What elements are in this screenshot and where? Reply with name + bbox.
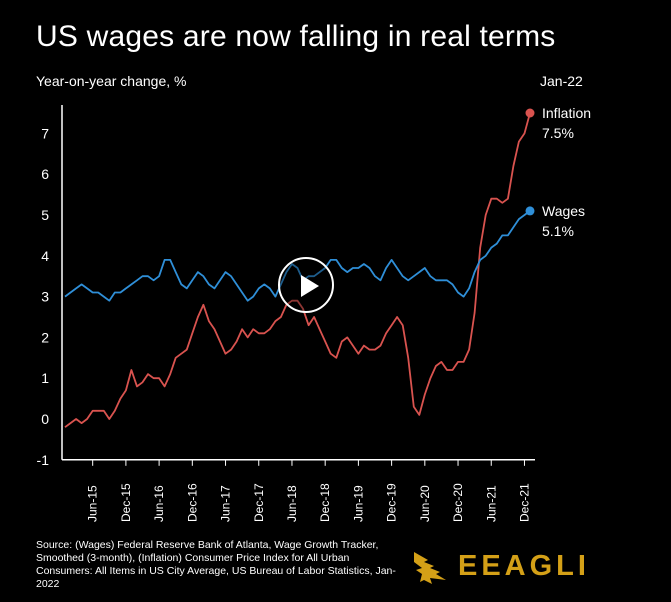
brand-name: EEAGLI xyxy=(458,549,590,582)
x-tick-label: Dec-20 xyxy=(451,483,465,522)
x-tick-label: Jun-17 xyxy=(219,485,233,522)
series-end-value-inflation: 7.5% xyxy=(542,125,574,141)
x-tick-label: Dec-21 xyxy=(517,483,531,522)
series-end-marker-inflation xyxy=(525,108,535,118)
y-tick-label: 1 xyxy=(41,370,49,386)
y-tick-label: -1 xyxy=(37,452,50,468)
play-icon xyxy=(301,275,319,297)
latest-date-label: Jan-22 xyxy=(540,73,583,89)
chart-title: US wages are now falling in real terms xyxy=(36,20,556,53)
brand-logo: EEAGLI xyxy=(410,546,590,586)
y-tick-label: 6 xyxy=(41,166,49,182)
series-end-label-wages: Wages xyxy=(542,203,585,219)
x-tick-label: Dec-16 xyxy=(185,483,199,522)
x-tick-label: Jun-21 xyxy=(484,485,498,522)
y-axis-label: Year-on-year change, % xyxy=(36,73,187,89)
x-tick-label: Dec-17 xyxy=(252,483,266,522)
x-tick-label: Jun-15 xyxy=(86,485,100,522)
x-tick-label: Dec-18 xyxy=(318,483,332,522)
x-tick-label: Dec-19 xyxy=(385,483,399,522)
eagle-icon xyxy=(414,552,446,584)
y-tick-label: 4 xyxy=(41,248,49,264)
y-tick-label: 7 xyxy=(41,125,49,141)
series-end-label-inflation: Inflation xyxy=(542,105,591,121)
x-tick-label: Jun-19 xyxy=(351,485,365,522)
y-tick-label: 0 xyxy=(41,411,49,427)
play-button[interactable] xyxy=(278,257,334,313)
x-tick-label: Jun-16 xyxy=(152,485,166,522)
x-tick-label: Jun-18 xyxy=(285,485,299,522)
x-tick-label: Dec-15 xyxy=(119,483,133,522)
y-tick-label: 5 xyxy=(41,207,49,223)
series-end-value-wages: 5.1% xyxy=(542,223,574,239)
x-tick-label: Jun-20 xyxy=(418,485,432,522)
source-note: Source: (Wages) Federal Reserve Bank of … xyxy=(36,539,396,590)
y-tick-label: 3 xyxy=(41,289,49,305)
y-tick-label: 2 xyxy=(41,329,49,345)
series-end-marker-wages xyxy=(525,206,535,216)
